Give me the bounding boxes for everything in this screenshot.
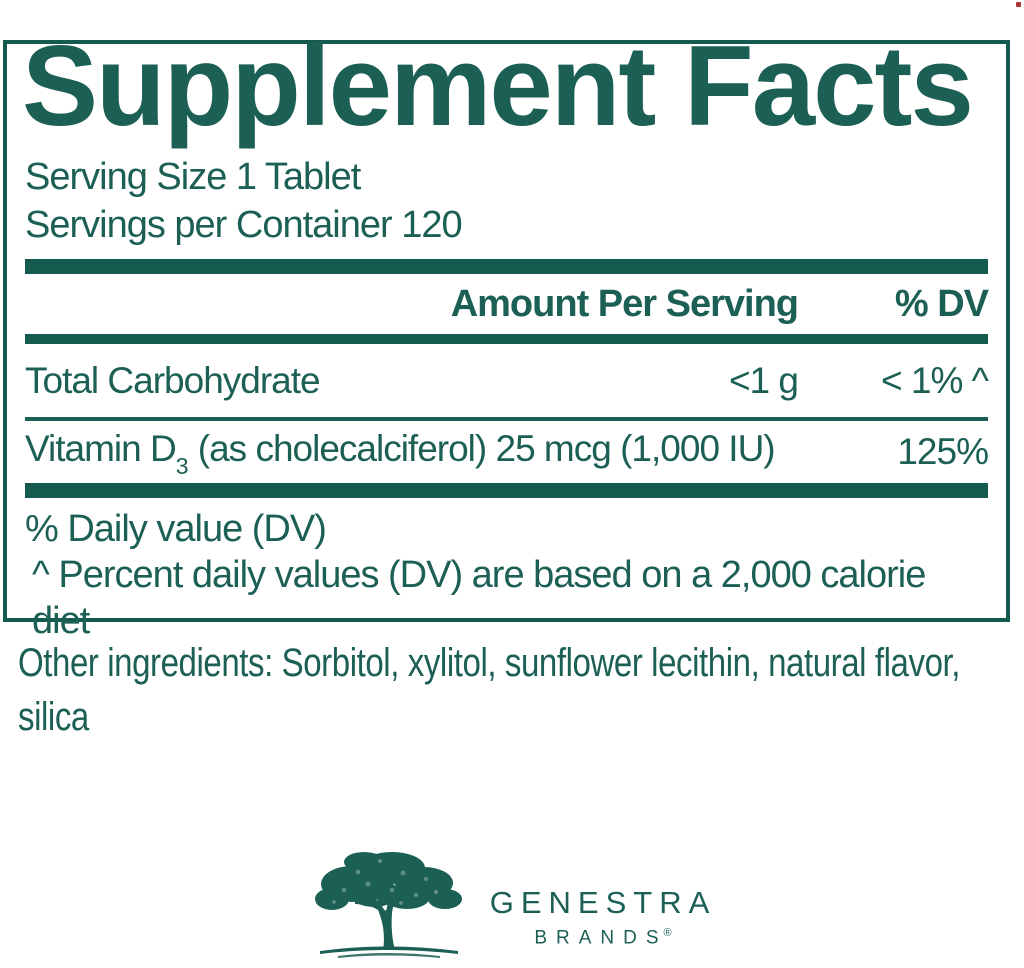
header-percent-dv: % DV bbox=[894, 283, 989, 325]
divider-thick-bottom bbox=[25, 483, 988, 498]
nutrient-amount: <1 g bbox=[728, 359, 799, 401]
serving-size-text: Serving Size 1 Tablet bbox=[25, 156, 361, 198]
footnote-daily-value: % Daily value (DV) bbox=[25, 508, 327, 550]
header-amount-per-serving: Amount Per Serving bbox=[450, 283, 799, 325]
nutrient-dv: 125% bbox=[897, 431, 989, 472]
supplement-facts-panel: Supplement Facts Serving Size 1 Tablet S… bbox=[3, 28, 1010, 642]
corner-artifact-dot bbox=[1016, 2, 1021, 7]
table-row-total-carbohydrate: Total Carbohydrate <1 g < 1% ^ bbox=[25, 344, 989, 417]
nutrient-dv: < 1% ^ bbox=[880, 359, 989, 401]
footnote-percent-dv: ^ Percent daily values (DV) are based on… bbox=[32, 554, 926, 642]
brand-subtitle: BRANDS® bbox=[534, 926, 672, 949]
other-ingredients-text: Other ingredients: Sorbitol, xylitol, su… bbox=[18, 641, 961, 739]
panel-title: Supplement Facts bbox=[22, 23, 974, 150]
nutrient-name: Total Carbohydrate bbox=[25, 359, 321, 401]
brand-logo: GENESTRA BRANDS® bbox=[0, 846, 1024, 960]
brand-wordmark: GENESTRA BRANDS® bbox=[490, 857, 717, 949]
registered-mark: ® bbox=[663, 926, 672, 939]
divider-medium-header bbox=[25, 334, 988, 344]
table-row-vitamin-d3: Vitamin D3 (as cholecalciferol) 25 mcg (… bbox=[25, 417, 989, 483]
divider-thick-top bbox=[25, 259, 988, 274]
serving-info: Serving Size 1 Tablet Servings per Conta… bbox=[25, 153, 988, 249]
brand-name: GENESTRA bbox=[489, 884, 717, 920]
vitamin-d3-subscript: 3 bbox=[175, 453, 189, 480]
servings-per-container-text: Servings per Container 120 bbox=[25, 204, 463, 246]
nutrient-name: Vitamin D3 (as cholecalciferol) 25 mcg (… bbox=[25, 428, 776, 480]
table-header-row: Amount Per Serving % DV bbox=[25, 274, 989, 334]
tree-icon bbox=[314, 852, 462, 958]
